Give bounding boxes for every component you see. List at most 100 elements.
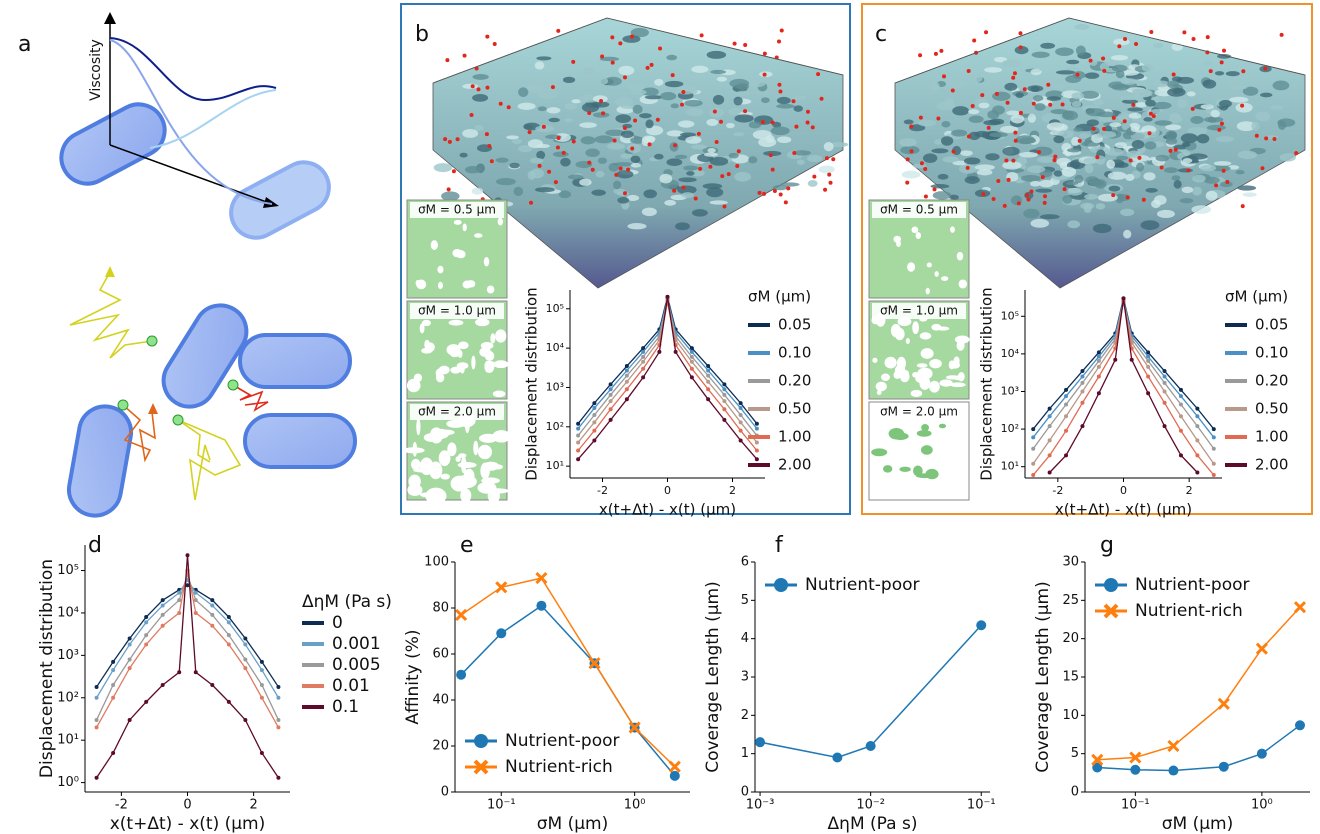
render-blob (1065, 75, 1082, 84)
marker (1031, 435, 1036, 440)
series-line (1032, 299, 1215, 438)
render-dot (541, 124, 546, 129)
marker (738, 428, 743, 433)
render-dot (1004, 158, 1009, 163)
legend-label: 0.001 (332, 634, 381, 654)
render-dot (1191, 37, 1196, 42)
inset-blob (416, 418, 421, 436)
render-blob (613, 180, 622, 190)
render-blob (706, 118, 719, 127)
render-blob (529, 157, 544, 164)
render-dot (824, 156, 829, 161)
y-tick-label: 5 (1071, 746, 1079, 761)
render-dot (445, 58, 450, 63)
render-blob (1120, 208, 1135, 217)
render-blob (772, 121, 782, 128)
legend-marker (1103, 603, 1119, 619)
render-blob (686, 171, 695, 176)
inset-blob (408, 474, 421, 489)
marker (1096, 354, 1101, 359)
y-tick-label: 10⁴ (546, 341, 565, 354)
marker (624, 387, 629, 392)
inset-blob (436, 430, 453, 435)
inset-blob (479, 347, 492, 358)
render-blob (552, 151, 569, 158)
render-blob (952, 160, 968, 166)
render-dot (550, 85, 555, 90)
render-dot (1263, 66, 1268, 71)
y-tick-label: 1 (741, 746, 749, 761)
render-blob (1192, 186, 1202, 196)
render-blob (527, 170, 536, 180)
marker (1064, 387, 1069, 392)
marker (243, 666, 248, 671)
legend-label: 0.50 (778, 400, 811, 418)
render-blob (564, 103, 577, 110)
render-blob (579, 178, 592, 186)
marker (641, 346, 646, 351)
render-dot (1151, 114, 1156, 119)
marker (127, 717, 132, 722)
marker (1064, 453, 1069, 458)
series-line (1097, 724, 1301, 772)
x-tick-label: 10⁻³ (746, 798, 775, 813)
render-blob (1196, 133, 1210, 144)
render-dot (732, 41, 737, 46)
marker (588, 657, 601, 670)
marker (1217, 697, 1230, 710)
render-blob (1075, 45, 1086, 56)
y-tick-label: 10⁴ (1001, 347, 1020, 360)
marker (665, 294, 670, 299)
marker (456, 669, 467, 680)
inset-blob (907, 262, 916, 272)
marker (1162, 380, 1167, 385)
render-blob (716, 76, 728, 82)
render-blob (546, 107, 561, 114)
marker (1162, 424, 1167, 429)
inset-blob (956, 251, 964, 261)
render-blob (1192, 174, 1206, 183)
render-blob (1085, 108, 1106, 117)
render-blob (930, 81, 940, 92)
inset-blob (950, 382, 966, 388)
render-dot (610, 60, 615, 65)
marker (177, 598, 182, 603)
render-dot (1219, 121, 1224, 126)
render-blob (495, 157, 509, 163)
marker (536, 600, 547, 611)
render-blob (474, 125, 484, 131)
render-dot (1182, 30, 1187, 35)
marker (1064, 394, 1069, 399)
marker (1031, 473, 1036, 478)
render-dot (909, 149, 914, 154)
render-dot (970, 103, 975, 108)
render-dot (527, 130, 532, 135)
inset-blob (876, 390, 882, 396)
render-blob (776, 96, 791, 105)
legend-label: Nutrient-rich (505, 757, 613, 777)
inset-blob (926, 262, 932, 268)
series-line (1097, 606, 1301, 761)
marker (754, 421, 759, 426)
inset-blob (939, 379, 953, 387)
inset-blob (457, 349, 463, 358)
inset-blob (484, 361, 496, 368)
render-blob (1062, 110, 1074, 119)
render-dot (618, 166, 623, 171)
panel-label: b (415, 22, 429, 47)
render-blob (683, 165, 699, 171)
render-blob (1034, 103, 1046, 111)
inset-blob (419, 323, 425, 334)
render-dot (484, 132, 489, 137)
marker (193, 590, 198, 595)
render-blob (511, 138, 523, 145)
marker (576, 421, 581, 426)
render-blob (1235, 170, 1245, 175)
render-blob (1108, 185, 1121, 192)
render-blob (1125, 173, 1135, 182)
marker (576, 433, 581, 438)
render-dot (816, 72, 821, 77)
inset-blob (953, 356, 960, 365)
marker (608, 417, 613, 422)
render-blob (616, 170, 634, 179)
